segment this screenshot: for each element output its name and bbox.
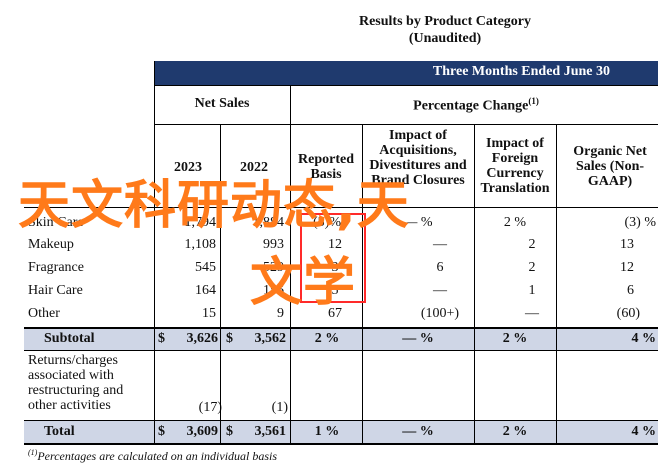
report-subtitle: (Unaudited) [408,31,482,46]
subtotal-2023: 3,626 [186,331,219,346]
subtotal-acq: — % [402,331,434,346]
col-header-reported: Reported Basis [298,152,354,182]
report-title: Results by Product Category [358,14,531,29]
watermark-line2: 文学 [250,253,357,313]
cell-other-2022: 9 [277,306,284,321]
cell-fragrance-fx: 2 [528,260,536,275]
total-fx: 2 % [502,424,528,439]
cell-other-organic: (60) [616,306,640,321]
col-header-organic: Organic Net Sales (Non-GAAP) [573,144,647,189]
cell-makeup-fx: 2 [528,237,536,252]
returns-label: Returns/charges associated with restruct… [28,353,123,413]
highlight-box [300,213,366,303]
cell-hair-care-2023: 164 [195,283,216,298]
returns-label-line4: other activities [28,398,111,413]
total-2023: 3,609 [186,424,219,439]
cell-fragrance-acq: 6 [436,260,444,275]
cell-fragrance-2022: 529 [263,260,284,275]
row-label-fragrance: Fragrance [28,260,84,275]
col-header-foreign-currency: Impact of Foreign Currency Translation [480,136,550,196]
cell-hair-care-reported: 5 [331,283,339,298]
pct-change-group-header: Percentage Change(1) [290,96,658,115]
col-header-2023: 2023 [174,160,202,175]
cell-skin-care-organic: (3) % [624,215,657,230]
subtotal-fx: 2 % [502,331,528,346]
returns-label-line1: Returns/charges [28,353,118,368]
row-label-hair-care: Hair Care [28,283,83,298]
cell-fragrance-organic: 12 [620,260,634,275]
returns-label-line3: restructuring and [28,383,124,398]
subtotal-label: Subtotal [44,331,95,346]
total-reported: 1 % [314,424,340,439]
col-header-2022: 2022 [240,160,268,175]
pct-change-footnote-ref: (1) [528,96,539,106]
watermark-line1: 天文科研动态,天 [18,176,410,236]
total-acq: — % [402,424,434,439]
pct-change-label: Percentage Change [413,98,529,114]
cell-skin-care-fx: 2 % [503,215,527,230]
cell-makeup-organic: 13 [620,237,634,252]
total-row [24,421,658,443]
cell-hair-care-2022: 156 [263,283,284,298]
cell-skin-care-acq: — % [403,215,433,230]
cell-makeup-2022: 993 [263,237,284,252]
cell-hair-care-fx: 1 [528,283,536,298]
total-label: Total [44,424,75,439]
row-label-skin-care: Skin Care [28,215,84,230]
col-header-acquisitions: Impact of Acquisitions, Divestitures and… [369,128,467,188]
footnote-marker: (1) [28,448,38,457]
total-currency-2023: $ [158,424,165,439]
cell-other-2023: 15 [202,306,216,321]
subtotal-row [24,328,658,350]
cell-hair-care-organic: 6 [627,283,634,298]
cell-other-reported: 67 [328,306,342,321]
cell-hair-care-acq: — [433,283,447,298]
subtotal-2022: 3,562 [254,331,287,346]
footnote: (1)Percentages are calculated on an indi… [28,448,277,464]
cell-skin-care-reported: (5)% [313,215,341,230]
cell-other-fx: — [525,306,539,321]
period-header-text: Three Months Ended June 30 [432,64,610,79]
total-organic: 4 % [631,424,657,439]
total-currency-2022: $ [226,424,233,439]
total-2022: 3,561 [254,424,287,439]
returns-label-line2: associated with [28,368,114,383]
subtotal-currency-2022: $ [226,331,233,346]
cell-fragrance-2023: 545 [195,260,216,275]
subtotal-organic: 4 % [631,331,657,346]
returns-2022: (1) [271,400,288,415]
returns-2023: (17) [198,400,222,415]
cell-skin-care-2022: 1,884 [252,215,285,230]
cell-makeup-acq: — [433,237,447,252]
cell-skin-care-2023: 1,794 [184,215,217,230]
row-label-other: Other [28,306,60,321]
row-label-makeup: Makeup [28,237,74,252]
cell-other-acq: (100+) [420,306,460,321]
subtotal-reported: 2 % [314,331,340,346]
cell-makeup-reported: 12 [328,237,342,252]
period-header-bar: Three Months Ended June 30 [154,61,658,85]
subtotal-currency-2023: $ [158,331,165,346]
net-sales-group-header: Net Sales [194,96,250,111]
cell-fragrance-reported: 3 [331,260,339,275]
cell-makeup-2023: 1,108 [184,237,217,252]
footnote-text: Percentages are calculated on an individ… [37,449,278,463]
